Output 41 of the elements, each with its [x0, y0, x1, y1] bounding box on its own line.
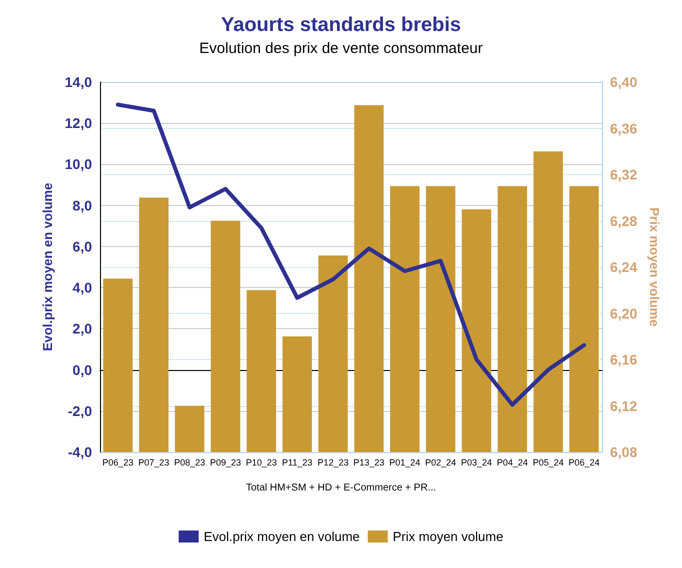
y-tick-label: 12,0 [64, 115, 92, 132]
x-tick-label: P01_24 [389, 458, 420, 468]
x-tick-label: P13_23 [353, 458, 384, 468]
x-tick-label: P07_23 [138, 458, 170, 468]
y-tick-label: 4,0 [72, 280, 92, 296]
legend-label: Evol.prix moyen en volume [204, 529, 360, 544]
x-tick-label: P05_24 [532, 458, 564, 468]
text: Total HM+SM + HD + E-Commerce + PR... [246, 482, 436, 494]
y-tick-label: 0,0 [72, 362, 92, 378]
x-tick-label: P06_24 [568, 458, 600, 468]
x-tick-label: P06_23 [102, 458, 134, 468]
y2-tick-label: 6,36 [610, 120, 638, 136]
x-tick-label: P03_24 [460, 458, 492, 468]
y2-axis-title: Prix moyen volume [647, 207, 662, 327]
line-series [116, 102, 586, 407]
y2-tick-label: 6,24 [610, 259, 638, 275]
y-tick-label: 10,0 [64, 156, 92, 172]
y2-tick-label: 6,08 [610, 444, 638, 460]
y2-tick-label: 6,20 [610, 305, 638, 322]
y-axis-title: Evol.prix moyen en volume [40, 182, 55, 352]
x-tick-label: P12_23 [318, 458, 349, 468]
x-tick-label: P10_23 [246, 458, 277, 468]
x-tick-label: P09_23 [210, 458, 242, 468]
y-tick-label: 14,0 [64, 74, 92, 90]
x-tick-label: P04_24 [496, 458, 528, 468]
y2-tick-label: 6,12 [610, 398, 638, 414]
x-tick-label: P11_23 [282, 458, 312, 468]
y-tick-label: 6,0 [72, 238, 92, 254]
y2-tick-label: 6,32 [610, 166, 638, 182]
chart-title: Yaourts standards brebis [220, 14, 462, 36]
chart-subtitle: Evolution des prix de vente consommateur [199, 40, 483, 57]
y-tick-label: -2,0 [68, 402, 92, 419]
x-tick-label: P02_24 [425, 458, 456, 468]
y2-tick-label: 6,40 [610, 74, 638, 90]
y2-tick-label: 6,28 [610, 212, 638, 229]
y-tick-label: 8,0 [72, 197, 92, 214]
x-tick-label: P08_23 [174, 458, 206, 468]
y-tick-label: 2,0 [72, 320, 92, 337]
legend-label: Prix moyen volume [392, 529, 504, 544]
y-tick-label: -4,0 [68, 444, 92, 460]
y2-tick-label: 6,16 [610, 352, 638, 368]
